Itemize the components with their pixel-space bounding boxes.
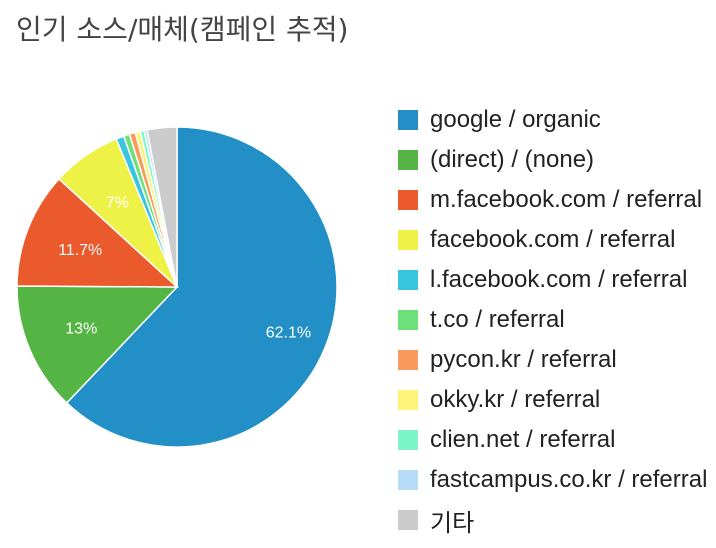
legend-swatch xyxy=(398,310,418,330)
legend-label: 기타 xyxy=(430,509,475,537)
legend-item: okky.kr / referral xyxy=(398,380,716,420)
legend-label: clien.net / referral xyxy=(430,426,616,453)
legend-label: (direct) / (none) xyxy=(430,146,595,173)
chart-title: 인기 소스/매체(캠페인 추적) xyxy=(16,13,349,46)
legend-item: 기타 xyxy=(398,500,716,540)
legend-swatch xyxy=(398,350,418,370)
pie-slice-0 xyxy=(65,126,338,448)
legend-label: facebook.com / referral xyxy=(430,226,676,253)
legend-swatch xyxy=(398,230,418,250)
legend-swatch xyxy=(398,110,418,130)
legend-label: google / organic xyxy=(430,106,601,133)
legend-item: (direct) / (none) xyxy=(398,140,716,180)
legend-item: l.facebook.com / referral xyxy=(398,260,716,300)
legend-label: pycon.kr / referral xyxy=(430,346,617,373)
legend-label: l.facebook.com / referral xyxy=(430,266,688,293)
legend-item: m.facebook.com / referral xyxy=(398,180,716,220)
legend-label: okky.kr / referral xyxy=(430,386,601,413)
legend-swatch xyxy=(398,510,418,530)
legend-item: google / organic xyxy=(398,100,716,140)
legend-label: fastcampus.co.kr / referral xyxy=(430,466,708,493)
legend-swatch xyxy=(398,190,418,210)
legend-item: pycon.kr / referral xyxy=(398,340,716,380)
legend-item: fastcampus.co.kr / referral xyxy=(398,460,716,500)
pie-slice-10 xyxy=(146,126,178,288)
legend-swatch xyxy=(398,390,418,410)
pie-slice-label-2: 11.7% xyxy=(58,242,102,259)
legend-item: clien.net / referral xyxy=(398,420,716,460)
legend-swatch xyxy=(398,270,418,290)
legend-item: t.co / referral xyxy=(398,300,716,340)
pie-slice-label-1: 13% xyxy=(65,321,97,338)
legend-label: m.facebook.com / referral xyxy=(430,186,703,213)
pie-slice-label-0: 62.1% xyxy=(266,325,311,342)
pie-slice-1 xyxy=(16,285,179,405)
legend-swatch xyxy=(398,150,418,170)
pie-slice-label-3: 7% xyxy=(106,195,129,212)
legend-swatch xyxy=(398,430,418,450)
chart-legend: google / organic (direct) / (none) m.faceb… xyxy=(398,100,716,540)
pie-slice-2 xyxy=(16,177,179,288)
legend-item: facebook.com / referral xyxy=(398,220,716,260)
legend-label: t.co / referral xyxy=(430,306,565,333)
legend-swatch xyxy=(398,470,418,490)
